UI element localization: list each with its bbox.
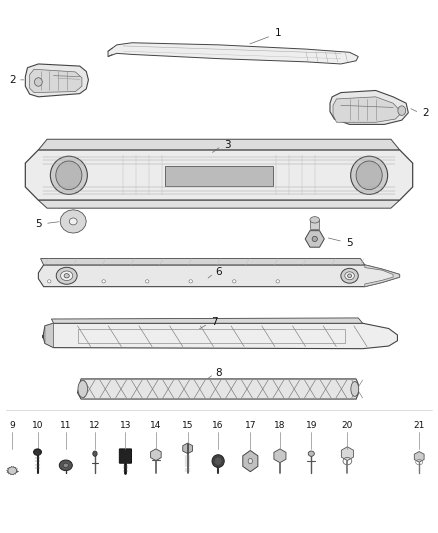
Ellipse shape (8, 467, 17, 474)
Polygon shape (51, 318, 363, 323)
Text: 8: 8 (215, 368, 223, 377)
Ellipse shape (356, 161, 382, 190)
Text: 12: 12 (89, 421, 101, 430)
Ellipse shape (248, 458, 253, 464)
Polygon shape (414, 451, 424, 462)
Text: 14: 14 (150, 421, 162, 430)
Ellipse shape (233, 280, 236, 283)
Ellipse shape (59, 460, 72, 471)
Ellipse shape (78, 381, 88, 398)
Ellipse shape (56, 161, 82, 190)
Ellipse shape (351, 156, 388, 195)
Polygon shape (39, 139, 399, 150)
Polygon shape (274, 449, 286, 463)
FancyBboxPatch shape (119, 449, 131, 463)
Text: 9: 9 (9, 421, 15, 430)
Polygon shape (243, 450, 258, 472)
Polygon shape (60, 210, 86, 233)
Ellipse shape (398, 106, 406, 115)
Ellipse shape (56, 267, 77, 284)
Polygon shape (39, 265, 399, 287)
Text: 21: 21 (413, 421, 425, 430)
Text: 19: 19 (306, 421, 317, 430)
Text: 5: 5 (346, 238, 353, 248)
Ellipse shape (34, 449, 42, 455)
Ellipse shape (145, 280, 149, 283)
Text: 10: 10 (32, 421, 43, 430)
Polygon shape (108, 43, 358, 64)
Ellipse shape (276, 280, 279, 283)
Ellipse shape (212, 455, 224, 467)
Ellipse shape (310, 216, 320, 223)
Polygon shape (25, 64, 88, 97)
Polygon shape (39, 200, 399, 208)
Polygon shape (305, 231, 324, 247)
Text: 5: 5 (35, 219, 42, 229)
Polygon shape (25, 150, 413, 200)
Ellipse shape (348, 274, 352, 278)
Ellipse shape (64, 273, 69, 278)
Ellipse shape (102, 280, 106, 283)
Polygon shape (43, 323, 397, 349)
Text: 20: 20 (342, 421, 353, 430)
Polygon shape (78, 379, 358, 399)
Polygon shape (30, 69, 82, 93)
Ellipse shape (341, 268, 358, 283)
Text: 16: 16 (212, 421, 224, 430)
Polygon shape (151, 449, 161, 461)
Ellipse shape (93, 451, 97, 456)
Text: 2: 2 (9, 75, 16, 85)
Ellipse shape (50, 156, 87, 195)
Text: 13: 13 (120, 421, 131, 430)
Ellipse shape (63, 463, 68, 467)
Polygon shape (165, 166, 273, 186)
Ellipse shape (308, 451, 314, 456)
Text: 15: 15 (182, 421, 194, 430)
Polygon shape (45, 323, 53, 348)
Polygon shape (333, 97, 402, 122)
Text: 18: 18 (274, 421, 286, 430)
Text: 3: 3 (224, 140, 231, 150)
Ellipse shape (60, 271, 73, 280)
Polygon shape (41, 259, 365, 265)
Ellipse shape (312, 236, 318, 241)
Ellipse shape (189, 280, 192, 283)
Polygon shape (365, 265, 399, 287)
Polygon shape (311, 220, 319, 229)
Ellipse shape (351, 382, 359, 397)
Text: 11: 11 (60, 421, 71, 430)
Text: 17: 17 (244, 421, 256, 430)
Polygon shape (183, 443, 193, 454)
Ellipse shape (345, 272, 354, 280)
Text: 7: 7 (212, 317, 218, 327)
Polygon shape (330, 91, 408, 124)
Ellipse shape (35, 78, 42, 86)
Text: 6: 6 (215, 267, 223, 277)
Ellipse shape (214, 457, 222, 465)
Ellipse shape (47, 280, 51, 283)
Text: 2: 2 (422, 108, 429, 118)
Polygon shape (341, 447, 353, 461)
Text: 1: 1 (275, 28, 281, 38)
Ellipse shape (69, 218, 77, 225)
